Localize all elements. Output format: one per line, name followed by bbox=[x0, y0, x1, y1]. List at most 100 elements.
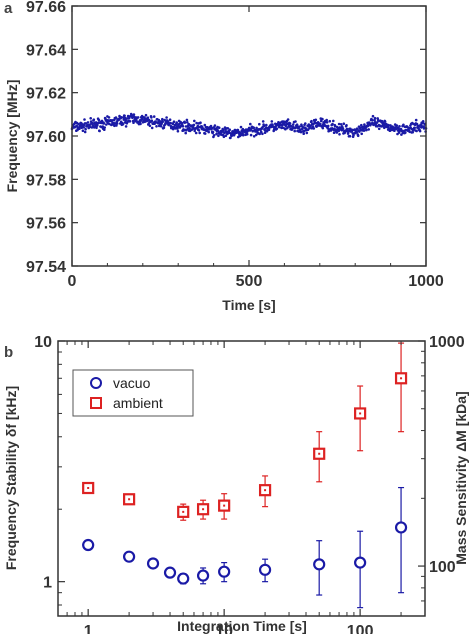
panel-a-data-point bbox=[365, 128, 368, 132]
panel-a-data-point bbox=[217, 134, 220, 138]
panel-a-data-point bbox=[135, 118, 138, 121]
panel-a-data-point bbox=[333, 124, 337, 128]
panel-b-x-tick-label: 1 bbox=[84, 623, 93, 634]
vacuo-data-point bbox=[196, 569, 210, 582]
panel-a-data-point bbox=[421, 120, 425, 123]
panel-a-data-point bbox=[395, 124, 399, 127]
vacuo-data-point bbox=[146, 557, 160, 570]
panel-a-data-point bbox=[77, 122, 80, 126]
panel-a-data-point bbox=[400, 133, 403, 136]
panel-a-data-point bbox=[309, 124, 313, 127]
panel-a-y-tick-label: 97.56 bbox=[26, 216, 66, 233]
panel-a-data-point bbox=[88, 125, 92, 129]
panel-a-y-tick-label: 97.58 bbox=[26, 172, 66, 189]
panel-a-points bbox=[70, 112, 428, 140]
panel-a-data-point bbox=[216, 129, 220, 132]
panel-a-data-point bbox=[325, 121, 329, 124]
panel-a-data-point bbox=[107, 116, 111, 119]
panel-a-data-point bbox=[346, 132, 350, 135]
panel-a-data-point bbox=[299, 130, 303, 134]
panel-a-data-point bbox=[419, 123, 423, 127]
panel-a-data-point bbox=[82, 126, 85, 129]
panel-a-data-point bbox=[298, 125, 301, 128]
panel-b-x-tick-label: 100 bbox=[347, 623, 374, 634]
panel-a-data-point bbox=[168, 118, 172, 121]
panel-a-data-point bbox=[345, 124, 348, 127]
panel-a-data-point bbox=[211, 130, 215, 134]
panel-a-data-point bbox=[295, 123, 299, 126]
panel-a-data-point bbox=[78, 127, 81, 130]
vacuo-data-point bbox=[313, 558, 326, 571]
panel-a-data-point bbox=[325, 118, 329, 122]
panel-a-data-point bbox=[103, 128, 106, 131]
panel-a-data-point bbox=[97, 118, 101, 122]
panel-a-data-point bbox=[275, 127, 279, 130]
panel-b-x-axis-label: Integration Time [s] bbox=[177, 618, 307, 634]
panel-a-data-point bbox=[258, 122, 261, 126]
panel-a-data-point bbox=[197, 129, 201, 132]
panel-a-x-axis-label: Time [s] bbox=[222, 297, 275, 313]
panel-a-data-point bbox=[398, 125, 401, 128]
panel-a-data-point bbox=[261, 120, 265, 123]
panel-a-data-point bbox=[193, 119, 196, 123]
panel-a-data-point bbox=[114, 116, 118, 119]
panel-a-data-point bbox=[150, 126, 154, 130]
panel-a-data-point bbox=[162, 126, 166, 129]
panel-b-y2-tick-label: 1000 bbox=[429, 334, 465, 351]
panel-a-data-point bbox=[242, 133, 245, 137]
panel-a-data-point bbox=[166, 120, 170, 123]
vacuo-data-point bbox=[82, 538, 95, 552]
panel-a-data-point bbox=[310, 119, 313, 123]
panel-a-data-point bbox=[217, 126, 221, 129]
panel-a-data-point bbox=[84, 127, 87, 131]
panel-b-y-tick-label: 10 bbox=[34, 334, 52, 351]
panel-b-y2-axis-label: Mass Sensitivity ΔM [kDa] bbox=[453, 391, 469, 564]
panel-a-data-point bbox=[252, 135, 256, 138]
panel-a-data-point bbox=[319, 119, 323, 123]
panel-a-data-point bbox=[339, 123, 343, 126]
panel-a-data-point bbox=[411, 131, 415, 134]
vacuo-data-point bbox=[394, 521, 408, 534]
vacuo-data-point bbox=[354, 556, 367, 569]
panel-a-data-point bbox=[192, 123, 196, 127]
panel-a-data-point bbox=[124, 125, 128, 128]
panel-a-data-point bbox=[184, 125, 188, 128]
panel-a-data-point bbox=[150, 119, 154, 122]
panel-b: b 1 10 100 1 10 100 1000 vacuo ambient Integra… bbox=[3, 334, 469, 634]
panel-a-y-tick-label: 97.54 bbox=[26, 259, 66, 276]
panel-a-data-point bbox=[183, 121, 187, 124]
ambient-data-point-center bbox=[223, 504, 226, 507]
panel-a-data-point bbox=[302, 132, 306, 135]
panel-a-data-point bbox=[113, 122, 117, 125]
panel-a-data-point bbox=[152, 115, 156, 118]
panel-a-data-point bbox=[148, 124, 152, 128]
panel-a-data-point bbox=[226, 127, 230, 130]
panel-b-x-tick-label: 10 bbox=[215, 623, 233, 634]
panel-a-data-point bbox=[332, 131, 336, 134]
panel-a-data-point bbox=[362, 129, 366, 132]
panel-a-data-point bbox=[288, 122, 292, 125]
panel-a-data-point bbox=[259, 130, 263, 134]
panel-a-data-point bbox=[367, 128, 371, 131]
panel-a-data-point bbox=[222, 129, 225, 132]
panel-a-data-point bbox=[186, 121, 189, 124]
panel-a-data-point bbox=[337, 122, 341, 126]
panel-a-data-point bbox=[84, 122, 88, 125]
panel-a-data-point bbox=[284, 127, 287, 131]
ambient-data-point-center bbox=[128, 498, 131, 501]
panel-a-data-point bbox=[373, 118, 376, 122]
legend-marker-vacuo bbox=[90, 377, 102, 389]
panel-a-data-point bbox=[356, 134, 360, 138]
panel-a-data-point bbox=[321, 117, 324, 121]
panel-a-data-point bbox=[262, 124, 266, 128]
panel-a-data-point bbox=[215, 132, 218, 136]
panel-a-data-point bbox=[150, 116, 153, 119]
panel-a-data-point bbox=[301, 125, 305, 129]
panel-a: a 97.54 97.56 97.58 97.60 97.62 97.64 97.66 0 50… bbox=[4, 0, 444, 313]
panel-a-data-point bbox=[244, 128, 248, 131]
panel-a-data-point bbox=[305, 131, 309, 135]
panel-a-data-point bbox=[105, 123, 108, 126]
panel-a-label: a bbox=[4, 0, 13, 17]
panel-a-data-point bbox=[294, 120, 297, 123]
